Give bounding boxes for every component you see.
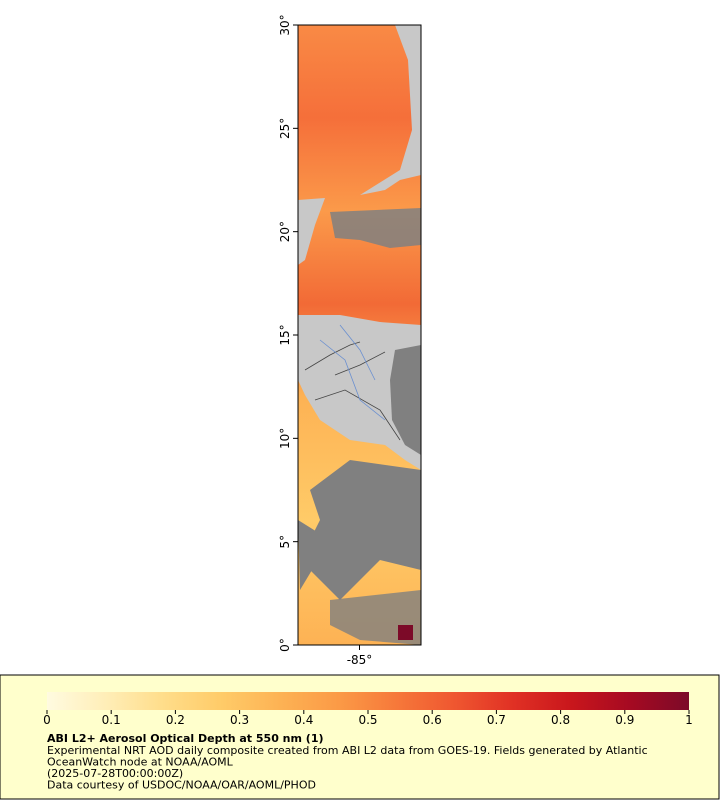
colorbar-tick-label: 1: [685, 713, 693, 727]
colorbar-tick-label: 0.7: [487, 713, 506, 727]
colorbar-tick-label: 0.5: [358, 713, 377, 727]
colorbar-tick-label: 0.1: [102, 713, 121, 727]
colorbar-tick-label: 0.3: [230, 713, 249, 727]
y-tick-label: 5°: [278, 535, 292, 549]
note-line: (2025-07-28T00:00:00Z): [47, 767, 183, 780]
colorbar-tick-label: 0.4: [294, 713, 313, 727]
y-tick-label: 25°: [278, 118, 292, 139]
notes: Experimental NRT AOD daily composite cre…: [47, 744, 648, 792]
colorbar-title: ABI L2+ Aerosol Optical Depth at 550 nm …: [47, 732, 324, 745]
y-tick-label: 10°: [278, 428, 292, 449]
y-tick-label: 30°: [278, 14, 292, 35]
colorbar: [47, 692, 689, 710]
colorbar-tick-label: 0.8: [551, 713, 570, 727]
axes: 0° 5° 10° 15° 20° 25° 30° -85°: [278, 14, 372, 667]
aod-field: [298, 25, 421, 645]
x-tick-label: -85°: [347, 653, 373, 667]
colorbar-tick-label: 0.9: [615, 713, 634, 727]
colorbar-axis: 0 0.1 0.2 0.3 0.4 0.5 0.6 0.7 0.8 0.9 1: [43, 710, 693, 727]
colorbar-tick-label: 0: [43, 713, 51, 727]
colorbar-tick-label: 0.2: [166, 713, 185, 727]
note-line: Experimental NRT AOD daily composite cre…: [47, 744, 648, 757]
note-line: Data courtesy of USDOC/NOAA/OAR/AOML/PHO…: [47, 779, 316, 792]
note-line: OceanWatch node at NOAA/AOML: [47, 756, 234, 769]
colorbar-tick-label: 0.6: [423, 713, 442, 727]
y-tick-label: 0°: [278, 638, 292, 652]
y-tick-label: 15°: [278, 324, 292, 345]
y-tick-label: 20°: [278, 221, 292, 242]
